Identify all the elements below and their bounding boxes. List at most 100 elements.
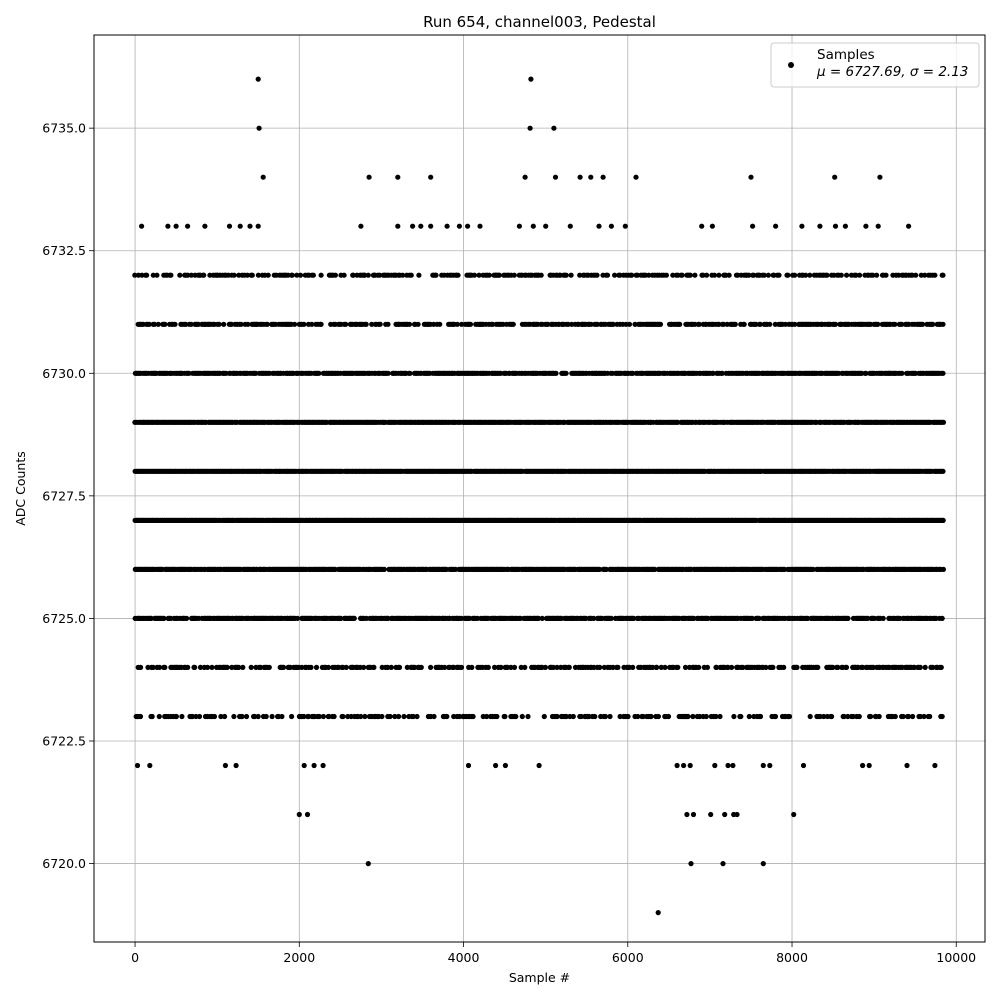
- data-point: [625, 713, 631, 720]
- data-point: [149, 713, 155, 720]
- data-point: [832, 321, 839, 327]
- data-point: [522, 664, 528, 671]
- data-point: [431, 713, 437, 720]
- data-point: [528, 76, 534, 82]
- data-point: [162, 321, 168, 327]
- data-point: [767, 321, 773, 327]
- data-point: [222, 762, 228, 769]
- data-point: [308, 664, 314, 671]
- data-point: [622, 223, 628, 229]
- data-point: [940, 370, 946, 376]
- data-point: [177, 272, 183, 278]
- data-point: [917, 664, 923, 671]
- data-point: [484, 713, 490, 720]
- data-point: [726, 272, 732, 278]
- data-point: [670, 272, 676, 278]
- data-point: [527, 125, 533, 131]
- data-point: [366, 174, 372, 180]
- data-point: [325, 664, 332, 671]
- data-point: [477, 223, 483, 229]
- data-point: [563, 272, 569, 278]
- data-point: [939, 615, 945, 622]
- data-point: [554, 713, 560, 720]
- data-point: [490, 321, 496, 327]
- data-point: [459, 321, 465, 327]
- data-point: [781, 664, 787, 671]
- data-point: [654, 664, 660, 671]
- data-point: [677, 321, 683, 327]
- data-point: [269, 713, 275, 720]
- data-point: [646, 272, 652, 278]
- data-point: [629, 272, 635, 278]
- data-point: [577, 272, 583, 278]
- data-point: [137, 713, 144, 720]
- data-point: [418, 223, 424, 229]
- data-point: [940, 272, 946, 278]
- data-point: [363, 321, 369, 327]
- data-point: [245, 321, 251, 327]
- data-point: [785, 272, 791, 278]
- data-point: [930, 321, 936, 327]
- data-point: [838, 272, 844, 278]
- data-point: [729, 664, 735, 671]
- data-point: [496, 272, 502, 278]
- data-point: [237, 223, 243, 229]
- data-point: [401, 713, 407, 720]
- data-point: [763, 664, 769, 671]
- data-point: [454, 321, 460, 327]
- data-point: [608, 615, 614, 622]
- data-point: [332, 272, 338, 278]
- data-point: [306, 713, 312, 720]
- data-point: [792, 321, 798, 327]
- data-point: [535, 615, 542, 622]
- data-point: [285, 272, 291, 278]
- data-point: [518, 664, 524, 671]
- data-point: [634, 272, 641, 278]
- data-point: [301, 762, 307, 769]
- data-point: [554, 664, 560, 671]
- data-point: [318, 272, 324, 278]
- data-point: [835, 664, 841, 671]
- data-point: [674, 762, 680, 769]
- data-point: [502, 762, 508, 769]
- data-point: [617, 272, 623, 278]
- data-point: [630, 664, 636, 671]
- data-point: [746, 272, 752, 278]
- data-point: [776, 272, 782, 278]
- data-point: [824, 272, 830, 278]
- data-point: [255, 76, 261, 82]
- data-point: [610, 321, 616, 327]
- data-point: [757, 713, 764, 720]
- data-point: [388, 664, 394, 671]
- data-point: [709, 223, 716, 229]
- data-point: [508, 664, 514, 671]
- data-point: [757, 321, 763, 327]
- data-point: [150, 664, 156, 671]
- data-point: [144, 272, 150, 278]
- data-point: [640, 713, 646, 720]
- data-point: [247, 223, 253, 229]
- data-point: [249, 272, 255, 278]
- data-point: [692, 272, 698, 278]
- data-point: [379, 713, 385, 720]
- data-point: [362, 272, 368, 278]
- data-point: [541, 713, 547, 720]
- data-point: [608, 223, 615, 229]
- data-point: [877, 174, 883, 180]
- data-point: [815, 664, 821, 671]
- data-point: [340, 713, 346, 720]
- data-point: [243, 713, 250, 720]
- data-point: [511, 272, 517, 278]
- data-point: [493, 762, 499, 769]
- data-point: [486, 272, 492, 278]
- data-point: [883, 272, 889, 278]
- data-point: [900, 713, 906, 720]
- data-point: [596, 223, 602, 229]
- data-point: [876, 713, 882, 720]
- data-point: [236, 664, 242, 671]
- data-point: [279, 713, 285, 720]
- data-point: [665, 713, 672, 720]
- data-point: [265, 272, 271, 278]
- data-point: [428, 223, 434, 229]
- data-point: [498, 664, 504, 671]
